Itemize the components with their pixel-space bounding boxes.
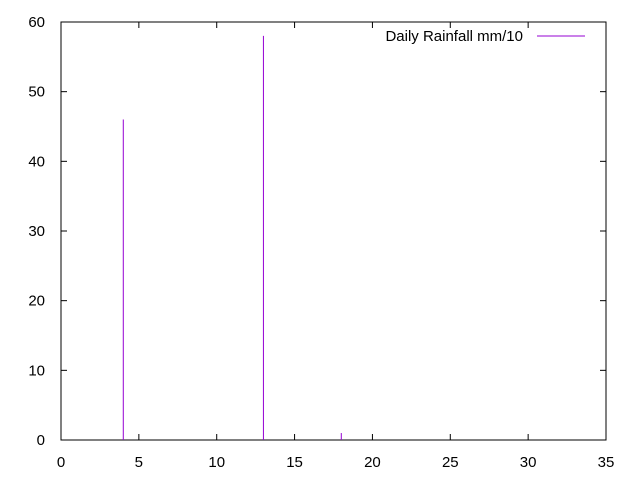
x-tick-label: 20 xyxy=(364,454,381,471)
x-tick-label: 35 xyxy=(598,454,615,471)
x-tick-label: 15 xyxy=(286,454,303,471)
legend-label: Daily Rainfall mm/10 xyxy=(385,28,523,45)
data-layer xyxy=(122,35,342,440)
plot-frame xyxy=(60,21,607,441)
y-tick-label: 40 xyxy=(28,153,45,170)
y-tick-label: 10 xyxy=(28,362,45,379)
x-tick-label: 5 xyxy=(135,454,143,471)
legend: Daily Rainfall mm/10 xyxy=(385,28,585,45)
x-tick-label: 25 xyxy=(442,454,459,471)
x-tick-label: 10 xyxy=(208,454,225,471)
x-tick-label: 30 xyxy=(520,454,537,471)
y-tick-label: 30 xyxy=(28,223,45,240)
y-tick-label: 60 xyxy=(28,14,45,31)
y-tick-label: 0 xyxy=(37,432,45,449)
y-tick-label: 50 xyxy=(28,84,45,101)
x-tick-label: 0 xyxy=(57,454,65,471)
axes-layer: 0 5 10 15 20 25 30 35 0 10 20 30 40 50 60 xyxy=(28,14,614,471)
y-tick-label: 20 xyxy=(28,293,45,310)
